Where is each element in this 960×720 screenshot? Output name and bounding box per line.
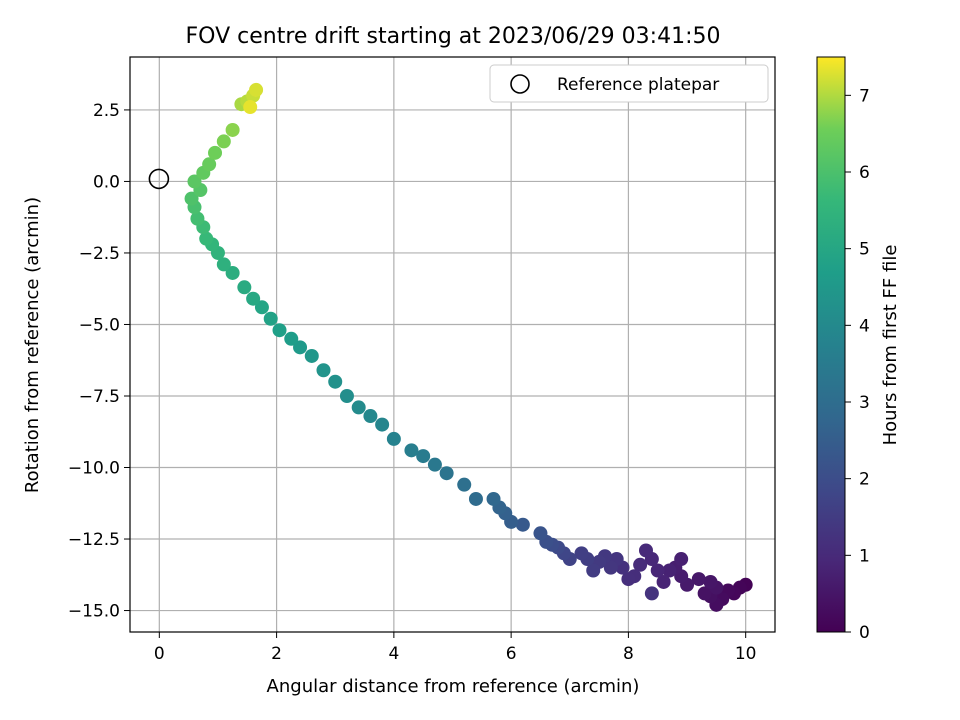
y-tick-label: 2.5: [93, 101, 120, 121]
data-point: [644, 586, 659, 601]
x-axis-ticks: 0 2 4 6 8 10: [154, 632, 757, 664]
data-point: [574, 546, 589, 561]
y-tick-label: −10.0: [68, 459, 120, 479]
data-point: [254, 300, 269, 315]
colorbar-gradient: [816, 56, 846, 633]
colorbar-tick-label: 3: [859, 393, 870, 413]
data-point: [199, 231, 214, 246]
data-point: [639, 543, 653, 558]
data-point: [304, 348, 319, 363]
data-point: [486, 491, 501, 506]
data-point: [263, 311, 278, 326]
data-point: [656, 574, 671, 589]
data-point: [533, 526, 548, 541]
chart-title: FOV centre drift starting at 2023/06/29 …: [186, 24, 721, 49]
data-point: [225, 122, 240, 137]
data-point: [216, 134, 231, 149]
x-tick-label: 2: [271, 644, 282, 664]
colorbar-tick-label: 7: [859, 86, 870, 106]
data-point: [316, 363, 331, 378]
data-point: [249, 82, 264, 97]
data-point: [603, 560, 618, 575]
data-point: [339, 388, 354, 403]
y-tick-label: −7.5: [79, 387, 120, 407]
data-point: [633, 557, 648, 572]
x-tick-label: 10: [735, 644, 757, 664]
data-point: [404, 443, 419, 458]
colorbar-tick-label: 5: [859, 240, 870, 260]
y-tick-label: −15.0: [68, 602, 120, 622]
data-point: [216, 257, 231, 272]
data-points: [184, 82, 753, 612]
colorbar-tick-label: 4: [859, 316, 870, 336]
data-point: [586, 563, 601, 578]
plot-area-frame: [129, 56, 776, 633]
data-point: [237, 280, 252, 295]
data-point: [328, 374, 343, 389]
legend-entry-reference-platepar: Reference platepar: [557, 75, 719, 95]
x-tick-label: 0: [154, 644, 165, 664]
y-axis-label: Rotation from reference (arcmin): [22, 197, 43, 493]
data-point: [662, 563, 677, 578]
data-point: [457, 477, 472, 492]
y-axis-ticks: 2.5 0.0 −2.5 −5.0 −7.5 −10.0 −12.5 −15.0: [68, 101, 130, 622]
y-tick-label: −5.0: [79, 315, 120, 335]
data-point: [674, 552, 689, 567]
x-axis-label: Angular distance from reference (arcmin): [267, 676, 640, 697]
y-tick-label: 0.0: [93, 172, 120, 192]
data-point: [187, 174, 202, 189]
data-point: [184, 191, 199, 206]
data-point: [208, 145, 223, 160]
data-point: [691, 572, 706, 587]
y-tick-label: −2.5: [79, 244, 120, 264]
grid-lines: [130, 57, 775, 632]
data-point: [650, 563, 665, 578]
x-tick-label: 8: [623, 644, 634, 664]
data-point: [703, 574, 718, 589]
legend: Reference platepar: [489, 64, 769, 103]
data-point: [416, 449, 431, 464]
colorbar-tick-label: 2: [859, 470, 870, 490]
data-point: [697, 586, 712, 601]
data-point: [293, 340, 308, 355]
y-tick-label: −12.5: [68, 530, 120, 550]
colorbar-label: Hours from first FF file: [880, 245, 901, 446]
data-point: [515, 517, 530, 532]
data-point: [202, 157, 217, 172]
colorbar-tick-label: 1: [859, 546, 870, 566]
colorbar-tick-label: 6: [859, 163, 870, 183]
legend-box: [489, 64, 769, 103]
x-tick-label: 4: [388, 644, 399, 664]
legend-marker-reference-icon: [510, 74, 530, 94]
data-point: [243, 100, 258, 115]
data-point: [363, 409, 378, 424]
data-point: [225, 265, 240, 280]
colorbar: 0 1 2 3 4 5 6 7 Hours from first FF file: [816, 56, 901, 643]
colorbar-tick-label: 0: [859, 623, 870, 643]
data-point: [439, 466, 454, 481]
data-point: [246, 291, 261, 306]
data-point: [386, 431, 401, 446]
data-point: [284, 331, 299, 346]
reference-platepar-marker: [148, 168, 170, 190]
x-tick-label: 6: [506, 644, 517, 664]
data-point: [190, 211, 205, 226]
data-point: [621, 572, 636, 587]
data-point: [272, 323, 287, 338]
colorbar-ticks: 0 1 2 3 4 5 6 7: [845, 86, 870, 643]
data-point: [375, 417, 390, 432]
data-point: [468, 491, 483, 506]
data-point: [351, 400, 366, 415]
data-point: [427, 457, 442, 472]
